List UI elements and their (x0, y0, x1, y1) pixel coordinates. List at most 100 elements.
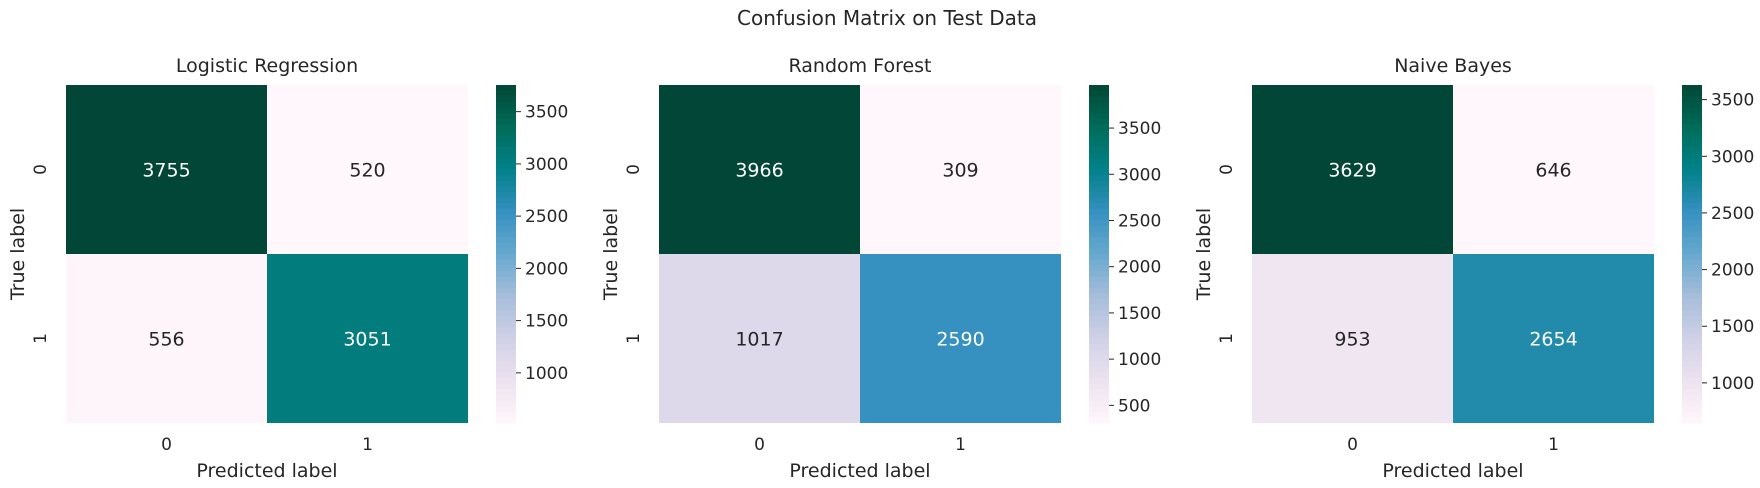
colorbar-segment (1682, 192, 1702, 199)
y-axis-label: True label (600, 208, 622, 301)
colorbar-segment (1089, 310, 1109, 317)
colorbar-segment (1089, 327, 1109, 334)
colorbar-segment (1089, 287, 1109, 295)
colorbar-segment (1682, 259, 1702, 266)
colorbar-tick-label: 1000 (1711, 374, 1754, 394)
colorbar-segment (496, 192, 516, 199)
colorbar-segment (1089, 208, 1109, 216)
colorbar-segment (1682, 107, 1702, 114)
heatmap-cell (66, 254, 267, 423)
colorbar-segment (1682, 332, 1702, 340)
colorbar-segment (496, 90, 516, 97)
colorbar-segment (1089, 90, 1109, 97)
colorbar-segment (1682, 231, 1702, 238)
colorbar-segment (1682, 282, 1702, 289)
colorbar-segment (496, 270, 516, 278)
colorbar-segment (496, 327, 516, 334)
cell-value-label: 309 (942, 160, 978, 182)
colorbar-segment (1682, 180, 1702, 187)
colorbar-segment (496, 406, 516, 413)
cell-value-label: 3966 (735, 160, 783, 182)
colorbar-segment (496, 208, 516, 216)
colorbar-segment (1682, 270, 1702, 278)
colorbar-segment (496, 282, 516, 289)
colorbar-segment (1682, 214, 1702, 221)
colorbar-segment (1682, 186, 1702, 193)
colorbar-segment (1089, 349, 1109, 356)
colorbar-tick-label: 3000 (1118, 165, 1161, 185)
colorbar-segment (1089, 372, 1109, 379)
figure-title: Confusion Matrix on Test Data (737, 6, 1037, 30)
heatmap-cell (267, 254, 468, 423)
colorbar-segment (496, 141, 516, 148)
colorbar-segment (496, 152, 516, 159)
colorbar-segment (496, 304, 516, 311)
cell-value-label: 3755 (142, 160, 190, 182)
colorbar-segment (496, 118, 516, 126)
colorbar-segment (496, 225, 516, 233)
colorbar-segment (496, 146, 516, 154)
colorbar-segment (1682, 299, 1702, 306)
colorbar-segment (1089, 113, 1109, 120)
heatmap-cell (860, 85, 1061, 254)
colorbar-segment (1682, 366, 1702, 373)
colorbar-segment (1682, 208, 1702, 216)
heatmap-cell (659, 85, 860, 254)
colorbar-tick-label: 3500 (1118, 119, 1161, 139)
colorbar-segment (1089, 417, 1109, 424)
colorbar-segment (1089, 175, 1109, 182)
cell-value-label: 3629 (1328, 160, 1376, 182)
colorbar-segment (496, 315, 516, 323)
heatmap-cell (659, 254, 860, 423)
colorbar-segment (1682, 90, 1702, 97)
colorbar-segment (1089, 344, 1109, 351)
colorbar-segment (1682, 169, 1702, 176)
colorbar-segment (1089, 118, 1109, 126)
colorbar-segment (496, 130, 516, 137)
colorbar-segment (496, 355, 516, 362)
colorbar-segment (1682, 118, 1702, 126)
cell-value-label: 2590 (936, 329, 984, 351)
cell-value-label: 520 (349, 160, 385, 182)
colorbar-segment (1682, 242, 1702, 249)
heatmap-cell (1453, 85, 1654, 254)
colorbar-segment (496, 372, 516, 379)
colorbar-tick-label: 2000 (1711, 261, 1754, 281)
colorbar-segment (496, 214, 516, 221)
colorbar-segment (1682, 406, 1702, 413)
colorbar-segment (1682, 85, 1702, 92)
heatmap-cell (1252, 85, 1453, 254)
colorbar-segment (1089, 124, 1109, 131)
colorbar-segment (1089, 135, 1109, 142)
x-tick-label: 0 (754, 435, 765, 455)
colorbar-segment (1089, 361, 1109, 368)
colorbar-segment (1089, 192, 1109, 199)
colorbar-segment (1089, 254, 1109, 261)
colorbar-segment (1089, 225, 1109, 233)
colorbar-segment (496, 186, 516, 193)
heatmap-cell (66, 85, 267, 254)
colorbar-segment (496, 175, 516, 182)
x-axis-label: Predicted label (789, 460, 930, 482)
y-axis-label: True label (1193, 208, 1215, 301)
colorbar-segment (1089, 383, 1109, 390)
colorbar-segment (1682, 141, 1702, 148)
colorbar-segment (1089, 304, 1109, 311)
colorbar-tick-label: 1500 (525, 312, 568, 332)
colorbar-segment (1682, 220, 1702, 227)
colorbar-segment (1089, 237, 1109, 244)
colorbar-segment (496, 366, 516, 373)
panel-title: Naive Bayes (1394, 55, 1512, 77)
colorbar-segment (1089, 180, 1109, 187)
colorbar-segment (496, 158, 516, 165)
colorbar-segment (1682, 400, 1702, 407)
colorbar-segment (1089, 270, 1109, 278)
colorbar-tick-label: 2000 (525, 259, 568, 279)
colorbar-segment (1682, 377, 1702, 385)
colorbar-segment (1089, 242, 1109, 249)
heatmap-cell (267, 85, 468, 254)
colorbar-segment (1682, 135, 1702, 142)
colorbar-segment (1089, 389, 1109, 396)
x-tick-label: 0 (161, 435, 172, 455)
